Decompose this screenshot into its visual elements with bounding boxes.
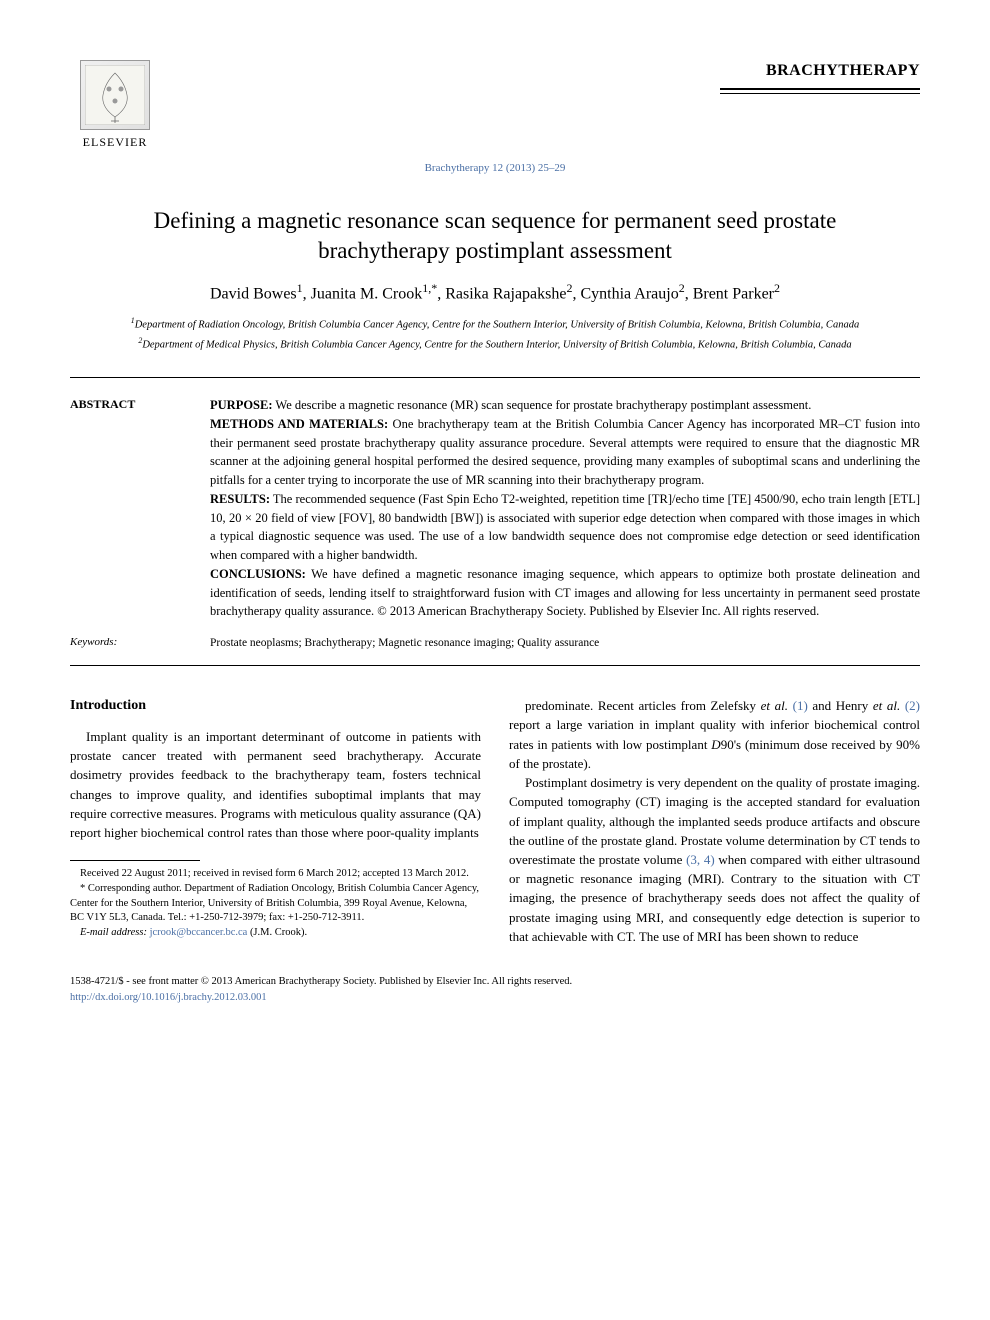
abstract-section: CONCLUSIONS: We have defined a magnetic … [210,565,920,621]
journal-rule-thick [720,88,920,90]
intro-heading: Introduction [70,696,481,717]
page-footer: 1538-4721/$ - see front matter © 2013 Am… [70,974,920,1006]
page-header: ELSEVIER BRACHYTHERAPY [70,60,920,151]
journal-rule-thin [720,93,920,94]
intro-para-1: Implant quality is an important determin… [70,727,481,842]
affiliations: 1Department of Radiation Oncology, Briti… [70,316,920,353]
footnote-corresponding: * Corresponding author. Department of Ra… [70,882,481,926]
footnote-rule [70,860,200,861]
journal-name-block: BRACHYTHERAPY [720,60,920,94]
abstract-section: PURPOSE: We describe a magnetic resonanc… [210,396,920,415]
footnote-received: Received 22 August 2011; received in rev… [70,867,481,882]
affiliation: 2Department of Medical Physics, British … [100,336,890,353]
citation-line: Brachytherapy 12 (2013) 25–29 [70,161,920,176]
column-right: predominate. Recent articles from Zelefs… [509,696,920,946]
col2-para-1: predominate. Recent articles from Zelefs… [509,696,920,773]
elsevier-tree-icon [80,60,150,130]
email-label: E-mail address: [80,927,147,938]
abstract-block: ABSTRACT PURPOSE: We describe a magnetic… [70,377,920,666]
keywords: Prostate neoplasms; Brachytherapy; Magne… [210,635,920,651]
copyright-line: 1538-4721/$ - see front matter © 2013 Am… [70,976,572,987]
email-link[interactable]: jcrook@bccancer.bc.ca [150,927,248,938]
affiliation: 1Department of Radiation Oncology, Briti… [100,316,890,333]
article-title: Defining a magnetic resonance scan seque… [110,206,880,266]
footnote-email: E-mail address: jcrook@bccancer.bc.ca (J… [70,926,481,941]
body-columns: Introduction Implant quality is an impor… [70,696,920,946]
abstract-label: ABSTRACT [70,396,200,621]
doi-link[interactable]: http://dx.doi.org/10.1016/j.brachy.2012.… [70,992,267,1003]
col2-para-2: Postimplant dosimetry is very dependent … [509,773,920,946]
abstract-section: RESULTS: The recommended sequence (Fast … [210,490,920,565]
author-list: David Bowes1, Juanita M. Crook1,*, Rasik… [70,280,920,306]
abstract-content: PURPOSE: We describe a magnetic resonanc… [210,396,920,621]
publisher-block: ELSEVIER [70,60,160,151]
abstract-section: METHODS AND MATERIALS: One brachytherapy… [210,415,920,490]
keywords-label: Keywords: [70,635,200,651]
journal-name: BRACHYTHERAPY [720,60,920,82]
email-suffix: (J.M. Crook). [250,927,307,938]
publisher-label: ELSEVIER [70,134,160,151]
column-left: Introduction Implant quality is an impor… [70,696,481,946]
